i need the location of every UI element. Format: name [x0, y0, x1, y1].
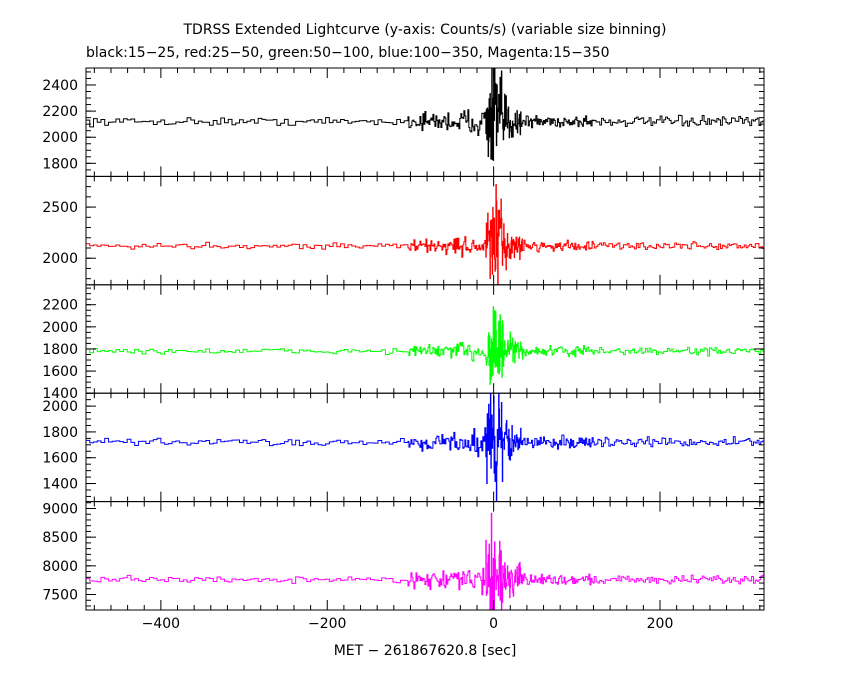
y-tick-label: 1600 — [42, 451, 78, 467]
y-tick-label: 1400 — [42, 386, 78, 402]
x-axis-label: MET − 261867620.8 [sec] — [334, 643, 517, 659]
panel-50-100: 1400 1600 1800 2000 2200 — [42, 284, 765, 402]
series-15-350 — [86, 512, 764, 611]
y-tick-label: 2000 — [42, 399, 78, 415]
panel-15-350: 7500 8000 8500 9000 — [42, 501, 765, 611]
y-tick-label: 2500 — [42, 200, 78, 216]
y-tick-label: 7500 — [42, 588, 78, 604]
y-tick-label: 2200 — [42, 298, 78, 314]
series-50-100 — [86, 306, 764, 385]
panel-frame — [85, 284, 765, 394]
series-100-350 — [86, 393, 764, 502]
x-tick-label: −200 — [308, 616, 346, 632]
y-tick-label: 2000 — [42, 320, 78, 336]
panel-frame — [85, 392, 765, 503]
y-tick-label: 8000 — [42, 559, 78, 575]
x-tick-label: 0 — [489, 616, 498, 632]
y-tick-label: 1800 — [42, 342, 78, 358]
panel-100-350: 1400 1600 1800 2000 — [42, 392, 765, 503]
chart-subtitle: black:15−25, red:25−50, green:50−100, bl… — [86, 45, 610, 61]
chart-title: TDRSS Extended Lightcurve (y-axis: Count… — [183, 22, 667, 38]
y-tick-label: 2000 — [42, 130, 78, 146]
y-tick-label: 2200 — [42, 104, 78, 120]
y-tick-label: 9000 — [42, 501, 78, 517]
series-25-50 — [86, 184, 764, 285]
panel-15-25: 1800 2000 2200 2400 — [42, 67, 765, 177]
x-tick-label: −400 — [142, 616, 180, 632]
y-tick-label: 1800 — [42, 425, 78, 441]
y-tick-label: 1400 — [42, 477, 78, 493]
series-15-25 — [86, 68, 764, 161]
y-tick-label: 8500 — [42, 530, 78, 546]
panel-25-50: 2000 2500 — [42, 175, 765, 286]
y-tick-label: 2400 — [42, 78, 78, 94]
y-tick-label: 1800 — [42, 156, 78, 172]
x-tick-label: 200 — [647, 616, 674, 632]
panel-frame — [85, 501, 765, 611]
y-tick-label: 1600 — [42, 364, 78, 380]
panel-frame — [85, 175, 765, 286]
y-tick-label: 2000 — [42, 251, 78, 267]
